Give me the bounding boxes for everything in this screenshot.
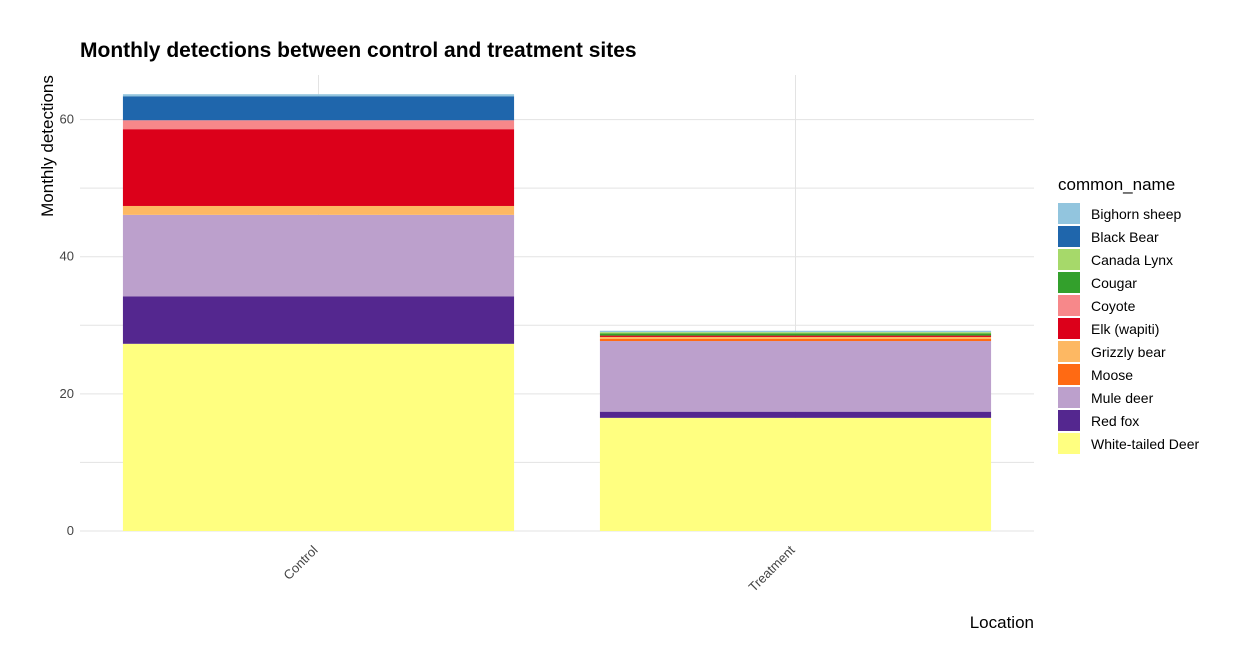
- legend-label-bighorn-sheep: Bighorn sheep: [1091, 206, 1182, 222]
- x-axis-ticks: Control Treatment: [280, 542, 798, 594]
- legend-title: common_name: [1058, 175, 1175, 194]
- legend: common_name Bighorn sheep Black Bear Canad…: [1058, 175, 1199, 454]
- bar-segment-control-white-tailed-deer: [122, 343, 515, 531]
- bar-segment-control-coyote: [122, 120, 515, 130]
- legend-swatch-bighorn-sheep: [1058, 203, 1080, 224]
- bar-segment-treatment-elk-wapiti: [599, 335, 992, 337]
- legend-swatch-grizzly-bear: [1058, 341, 1080, 362]
- legend-swatch-mule-deer: [1058, 387, 1080, 408]
- x-tick-label: Control: [280, 542, 320, 582]
- legend-swatch-white-tailed-deer: [1058, 433, 1080, 454]
- legend-swatch-coyote: [1058, 295, 1080, 316]
- legend-label-mule-deer: Mule deer: [1091, 390, 1154, 406]
- legend-label-cougar: Cougar: [1091, 275, 1137, 291]
- y-tick-label: 60: [60, 112, 74, 127]
- bar-segment-treatment-red-fox: [599, 411, 992, 418]
- legend-label-moose: Moose: [1091, 367, 1133, 383]
- x-tick-label: Treatment: [745, 542, 797, 594]
- bar-segment-control-grizzly-bear: [122, 205, 515, 215]
- legend-swatch-red-fox: [1058, 410, 1080, 431]
- bar-segment-control-black-bear: [122, 96, 515, 121]
- legend-swatch-canada-lynx: [1058, 249, 1080, 270]
- bar-segment-treatment-white-tailed-deer: [599, 417, 992, 531]
- bar-segment-control-mule-deer: [122, 214, 515, 297]
- legend-label-white-tailed-deer: White-tailed Deer: [1091, 436, 1199, 452]
- legend-label-coyote: Coyote: [1091, 298, 1136, 314]
- bar-segment-treatment-mule-deer: [599, 341, 992, 412]
- y-tick-label: 40: [60, 249, 74, 264]
- legend-label-grizzly-bear: Grizzly bear: [1091, 344, 1166, 360]
- bar-segment-control-bighorn-sheep: [122, 94, 515, 97]
- y-axis-ticks: 0 20 40 60: [60, 112, 74, 538]
- bar-segment-control-red-fox: [122, 296, 515, 344]
- legend-label-canada-lynx: Canada Lynx: [1091, 252, 1173, 268]
- legend-swatch-moose: [1058, 364, 1080, 385]
- bar-segment-treatment-grizzly-bear: [599, 336, 992, 339]
- chart-title: Monthly detections between control and t…: [80, 39, 637, 62]
- legend-swatch-elk-wapiti: [1058, 318, 1080, 339]
- y-tick-label: 20: [60, 386, 74, 401]
- legend-swatch-black-bear: [1058, 226, 1080, 247]
- bar-segment-treatment-moose: [599, 339, 992, 342]
- legend-label-black-bear: Black Bear: [1091, 229, 1159, 245]
- legend-label-red-fox: Red fox: [1091, 413, 1139, 429]
- bar-segment-treatment-cougar: [599, 333, 992, 336]
- bar-segment-control-elk-wapiti: [122, 129, 515, 206]
- x-axis-title: Location: [970, 613, 1034, 632]
- y-tick-label: 0: [67, 523, 74, 538]
- bar-segment-treatment-bighorn-sheep: [599, 330, 992, 333]
- legend-label-elk-wapiti: Elk (wapiti): [1091, 321, 1159, 337]
- legend-swatch-cougar: [1058, 272, 1080, 293]
- y-axis-title: Monthly detections: [38, 75, 57, 217]
- bar-segment-treatment-canada-lynx: [599, 332, 992, 334]
- bars-group: [122, 94, 992, 531]
